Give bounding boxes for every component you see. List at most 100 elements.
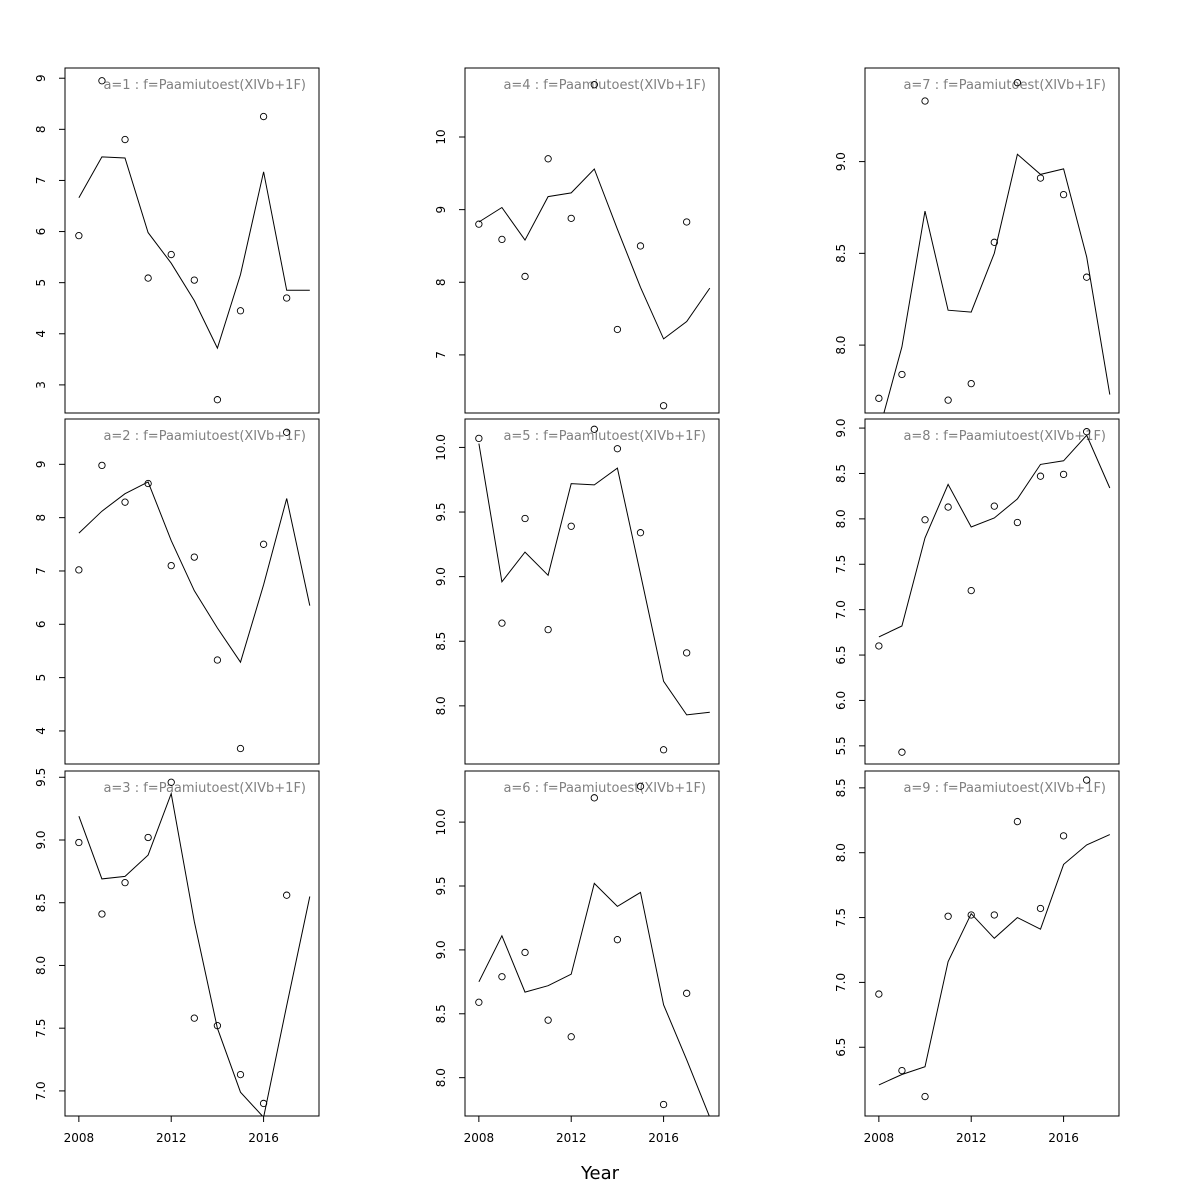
y-tick-label: 8.5 <box>34 893 48 912</box>
observed-point <box>659 402 668 410</box>
panel-title: a=9 : f=Paamiutoest(XIVb+1F) <box>903 781 1106 796</box>
observed-point <box>590 81 598 89</box>
fitted-line <box>878 834 1111 1086</box>
observed-point <box>1083 428 1091 436</box>
panel-title: a=7 : f=Paamiutoest(XIVb+1F) <box>903 78 1106 93</box>
y-tick-label: 10.0 <box>434 434 448 461</box>
observed-point <box>121 498 129 506</box>
plot-frame <box>464 770 720 1117</box>
y-tick-label: 8.0 <box>34 956 48 975</box>
x-tick-label: 2016 <box>248 1131 279 1145</box>
observed-point <box>236 744 245 753</box>
observed-point <box>190 276 198 284</box>
x-tick-label: 2016 <box>1048 1131 1079 1145</box>
observed-point <box>875 642 883 650</box>
plot-frame <box>464 418 720 765</box>
observed-point <box>659 746 668 754</box>
observed-point <box>967 586 975 595</box>
plot-frame <box>64 770 320 1117</box>
observed-point <box>521 948 529 957</box>
y-tick-label: 6.0 <box>834 691 848 710</box>
observed-point <box>259 540 268 548</box>
y-tick-label: 7 <box>34 177 48 185</box>
observed-point <box>683 989 691 997</box>
observed-point <box>1083 273 1091 281</box>
y-tick-label: 9 <box>34 461 48 469</box>
y-tick-label: 9 <box>34 74 48 82</box>
observed-point <box>144 833 152 842</box>
observed-point <box>636 782 645 790</box>
observed-point <box>75 838 83 847</box>
fitted-line <box>478 882 710 1116</box>
plot-frame <box>64 67 320 414</box>
y-tick-label: 8.5 <box>834 244 848 263</box>
y-tick-label: 7.5 <box>34 1019 48 1038</box>
x-tick-label: 2016 <box>648 1131 679 1145</box>
observed-point <box>1036 904 1045 913</box>
observed-point <box>544 625 552 634</box>
observed-point <box>990 502 998 510</box>
y-tick-label: 7.0 <box>34 1081 48 1100</box>
panel-title: a=6 : f=Paamiutoest(XIVb+1F) <box>503 781 706 796</box>
y-tick-label: 8.5 <box>834 464 848 483</box>
panel-a2: a=4 : f=Paamiutoest(XIVb+1F) 7 8 9 10 <box>434 67 720 414</box>
y-tick-label: 9.0 <box>434 567 448 586</box>
observed-point <box>636 529 645 537</box>
observed-point <box>1013 79 1022 87</box>
observed-point <box>967 379 975 388</box>
panel-a8: a=6 : f=Paamiutoest(XIVb+1F) 8.0 8.5 9.0 9.5… <box>434 770 720 1145</box>
fitted-line <box>478 443 710 716</box>
x-axis-label: Year <box>580 1163 620 1184</box>
observed-point <box>944 396 952 404</box>
observed-point <box>283 428 291 436</box>
panel-a9: a=9 : f=Paamiutoest(XIVb+1F) 6.5 7.0 7.5 8.0… <box>834 770 1120 1145</box>
observed-point <box>167 778 175 786</box>
panel-title: a=8 : f=Paamiutoest(XIVb+1F) <box>903 429 1106 444</box>
observed-point <box>498 235 506 244</box>
observed-point <box>567 522 575 530</box>
fitted-line <box>78 481 311 664</box>
observed-point <box>283 294 291 302</box>
observed-point <box>498 973 506 981</box>
y-tick-label: 5 <box>34 279 48 287</box>
observed-point <box>1013 518 1022 527</box>
observed-point <box>75 566 83 574</box>
y-tick-label: 8.5 <box>434 632 448 651</box>
observed-point <box>213 396 222 404</box>
y-tick-label: 8.0 <box>434 696 448 715</box>
observed-point <box>683 218 691 226</box>
y-tick-label: 7 <box>34 567 48 575</box>
y-tick-label: 5.5 <box>834 736 848 755</box>
observed-point <box>98 77 106 85</box>
y-tick-label: 7.5 <box>834 908 848 927</box>
observed-point <box>1013 817 1022 826</box>
observed-point <box>167 561 175 570</box>
observed-point <box>236 307 245 315</box>
observed-point <box>921 97 929 105</box>
plot-frame <box>464 67 720 414</box>
plot-frame <box>864 418 1120 765</box>
observed-point <box>659 1100 668 1109</box>
panel-title: a=5 : f=Paamiutoest(XIVb+1F) <box>503 429 706 444</box>
observed-point <box>498 619 506 627</box>
y-tick-label: 9.5 <box>34 768 48 787</box>
observed-point <box>875 990 883 998</box>
fitted-line <box>878 434 1111 638</box>
y-tick-label: 8 <box>434 278 448 286</box>
plot-frame <box>64 418 320 765</box>
y-tick-label: 8.0 <box>834 509 848 528</box>
fitted-line <box>78 791 311 1116</box>
x-tick-label: 2012 <box>956 1131 987 1145</box>
observed-point <box>613 325 622 334</box>
panel-a1: a=1 : f=Paamiutoest(XIVb+1F) 3 4 5 6 7 8 9 <box>34 67 320 414</box>
observed-point <box>121 135 129 144</box>
observed-point <box>683 649 691 657</box>
observed-point <box>475 434 483 443</box>
y-tick-label: 7.5 <box>834 555 848 574</box>
y-tick-label: 9.0 <box>834 152 848 171</box>
observed-point <box>75 231 83 240</box>
observed-point <box>1036 472 1045 480</box>
observed-point <box>544 155 552 163</box>
observed-point <box>944 503 952 511</box>
y-tick-label: 9.0 <box>434 940 448 959</box>
